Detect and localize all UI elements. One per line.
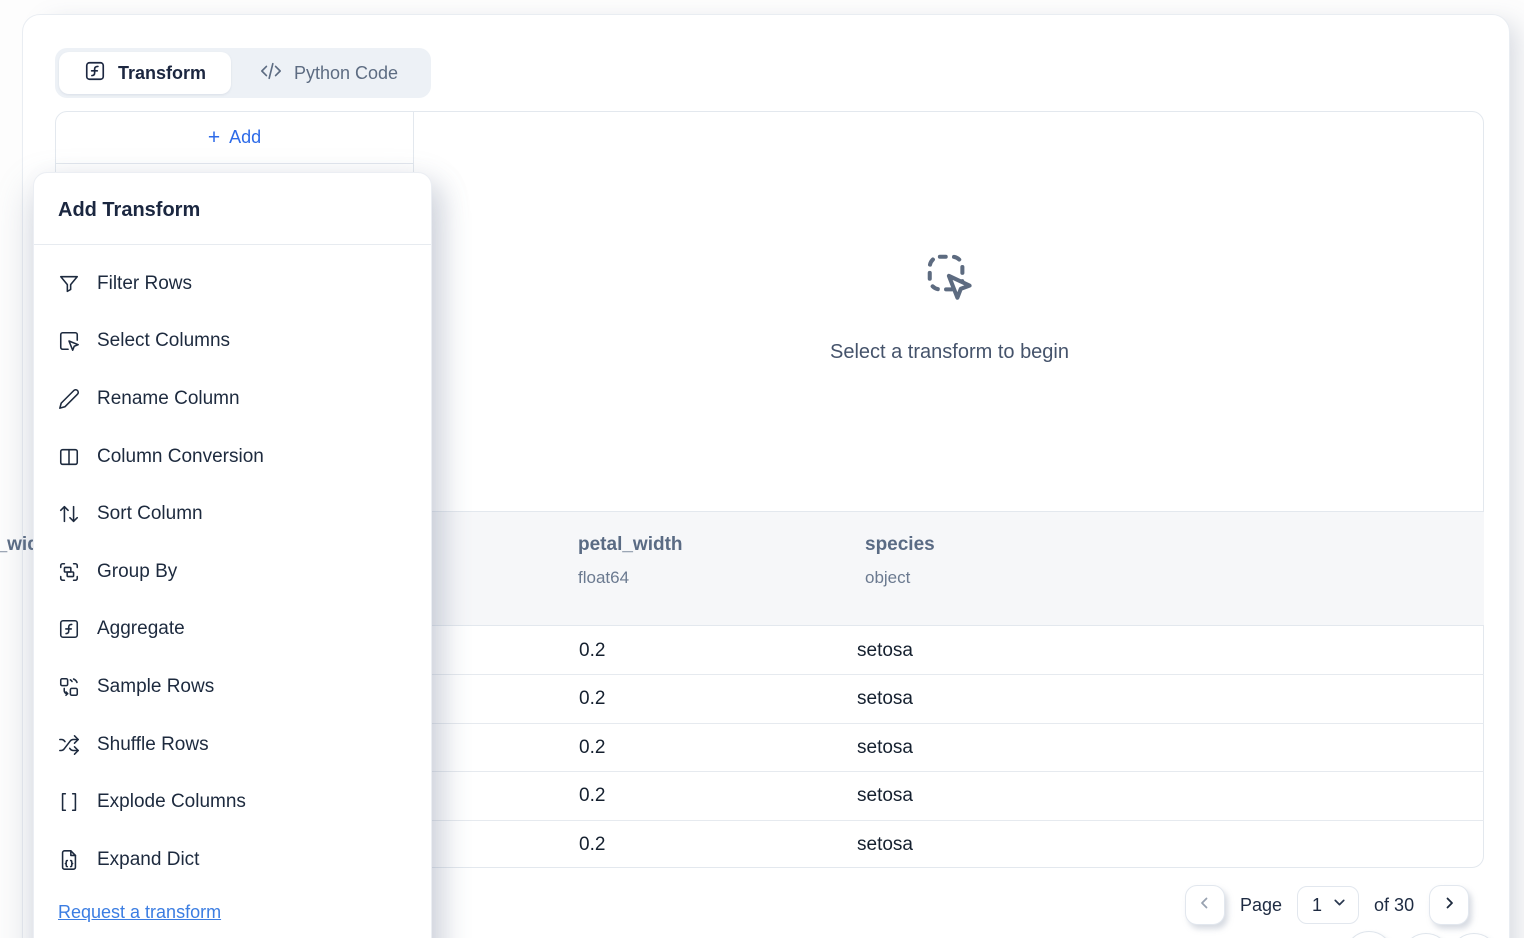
cell-species: setosa: [857, 736, 913, 758]
add-button-label: Add: [229, 127, 262, 147]
cell-petal-width: 0.2: [579, 833, 606, 855]
menu-item-label: Explode Columns: [97, 791, 246, 813]
pencil-icon: [59, 388, 80, 409]
menu-item-expand-dict[interactable]: Expand Dict: [34, 831, 431, 889]
empty-state-message: Select a transform to begin: [829, 341, 1069, 363]
next-page-button[interactable]: [1429, 885, 1470, 925]
cell-species: setosa: [857, 785, 913, 807]
function-icon: [59, 620, 79, 639]
function-square-icon: [84, 60, 106, 87]
tab-transform-label: Transform: [117, 62, 207, 83]
column-dtype: object: [865, 568, 911, 587]
add-transform-menu: Add Transform Filter Rows Select Columns…: [33, 172, 432, 938]
plus-icon: +: [207, 126, 221, 149]
select-cursor-icon: [414, 250, 1485, 309]
chevron-right-icon: [1440, 894, 1458, 917]
cell-species: setosa: [857, 640, 913, 661]
menu-item-label: Rename Column: [97, 387, 240, 409]
menu-item-label: Sample Rows: [97, 675, 215, 697]
menu-divider: [34, 244, 431, 245]
menu-item-label: Column Conversion: [97, 445, 264, 467]
tab-transform[interactable]: Transform: [59, 52, 231, 94]
request-transform-link[interactable]: Request a transform: [58, 901, 222, 922]
columns-icon: [59, 448, 79, 465]
menu-item-sample-rows[interactable]: Sample Rows: [34, 658, 431, 716]
group-icon: [59, 562, 79, 581]
menu-item-label: Aggregate: [97, 618, 185, 640]
menu-item-explode-columns[interactable]: Explode Columns: [34, 773, 431, 831]
menu-item-label: Expand Dict: [97, 848, 200, 870]
menu-item-group-by[interactable]: Group By: [34, 543, 431, 601]
page-select[interactable]: 1: [1297, 886, 1360, 924]
add-transform-button[interactable]: + Add: [56, 112, 413, 164]
menu-list: Filter Rows Select Columns Rename Column…: [34, 245, 431, 889]
sort-icon: [59, 506, 79, 523]
cell-petal-width: 0.2: [579, 785, 606, 807]
menu-item-shuffle-rows[interactable]: Shuffle Rows: [34, 716, 431, 774]
shuffle-icon: [59, 734, 79, 755]
menu-item-label: Sort Column: [97, 503, 203, 525]
menu-item-label: Shuffle Rows: [97, 733, 209, 755]
menu-item-sort-column[interactable]: Sort Column: [34, 485, 431, 543]
page-label: Page: [1240, 894, 1283, 915]
menu-item-aggregate[interactable]: Aggregate: [34, 601, 431, 659]
expand-dict-icon: [61, 849, 77, 870]
view-tabbar: Transform Python Code: [55, 48, 431, 98]
sample-icon: [59, 677, 79, 696]
menu-item-label: Group By: [97, 560, 178, 582]
cell-petal-width: 0.2: [579, 640, 606, 661]
menu-item-label: Filter Rows: [97, 272, 193, 294]
tab-python-code[interactable]: Python Code: [231, 52, 427, 94]
cell-petal-width: 0.2: [579, 736, 606, 758]
menu-item-select-columns[interactable]: Select Columns: [34, 313, 431, 371]
filter-icon: [59, 275, 79, 292]
select-columns-icon: [59, 332, 79, 352]
menu-item-label: Select Columns: [97, 330, 231, 352]
tab-python-code-label: Python Code: [293, 62, 399, 83]
chevron-down-icon: [1331, 894, 1348, 916]
column-name: petal_width: [578, 534, 683, 555]
cell-species: setosa: [857, 833, 913, 855]
prev-page-button[interactable]: [1185, 885, 1225, 925]
cell-petal-width: 0.2: [579, 688, 606, 710]
code-icon: [260, 60, 282, 87]
column-name: species: [865, 534, 935, 555]
brackets-icon: [61, 793, 77, 812]
menu-item-filter-rows[interactable]: Filter Rows: [34, 255, 431, 313]
page-total-label: of 30: [1374, 894, 1415, 915]
cell-species: setosa: [857, 688, 913, 710]
empty-state: Select a transform to begin: [414, 112, 1485, 364]
page-select-value: 1: [1312, 894, 1323, 915]
chevron-left-icon: [1196, 894, 1214, 917]
pagination: Page 1 of 30: [1185, 885, 1470, 925]
menu-title: Add Transform: [58, 199, 201, 221]
menu-item-column-conversion[interactable]: Column Conversion: [34, 428, 431, 486]
menu-item-rename-column[interactable]: Rename Column: [34, 370, 431, 428]
column-dtype: float64: [578, 568, 630, 587]
